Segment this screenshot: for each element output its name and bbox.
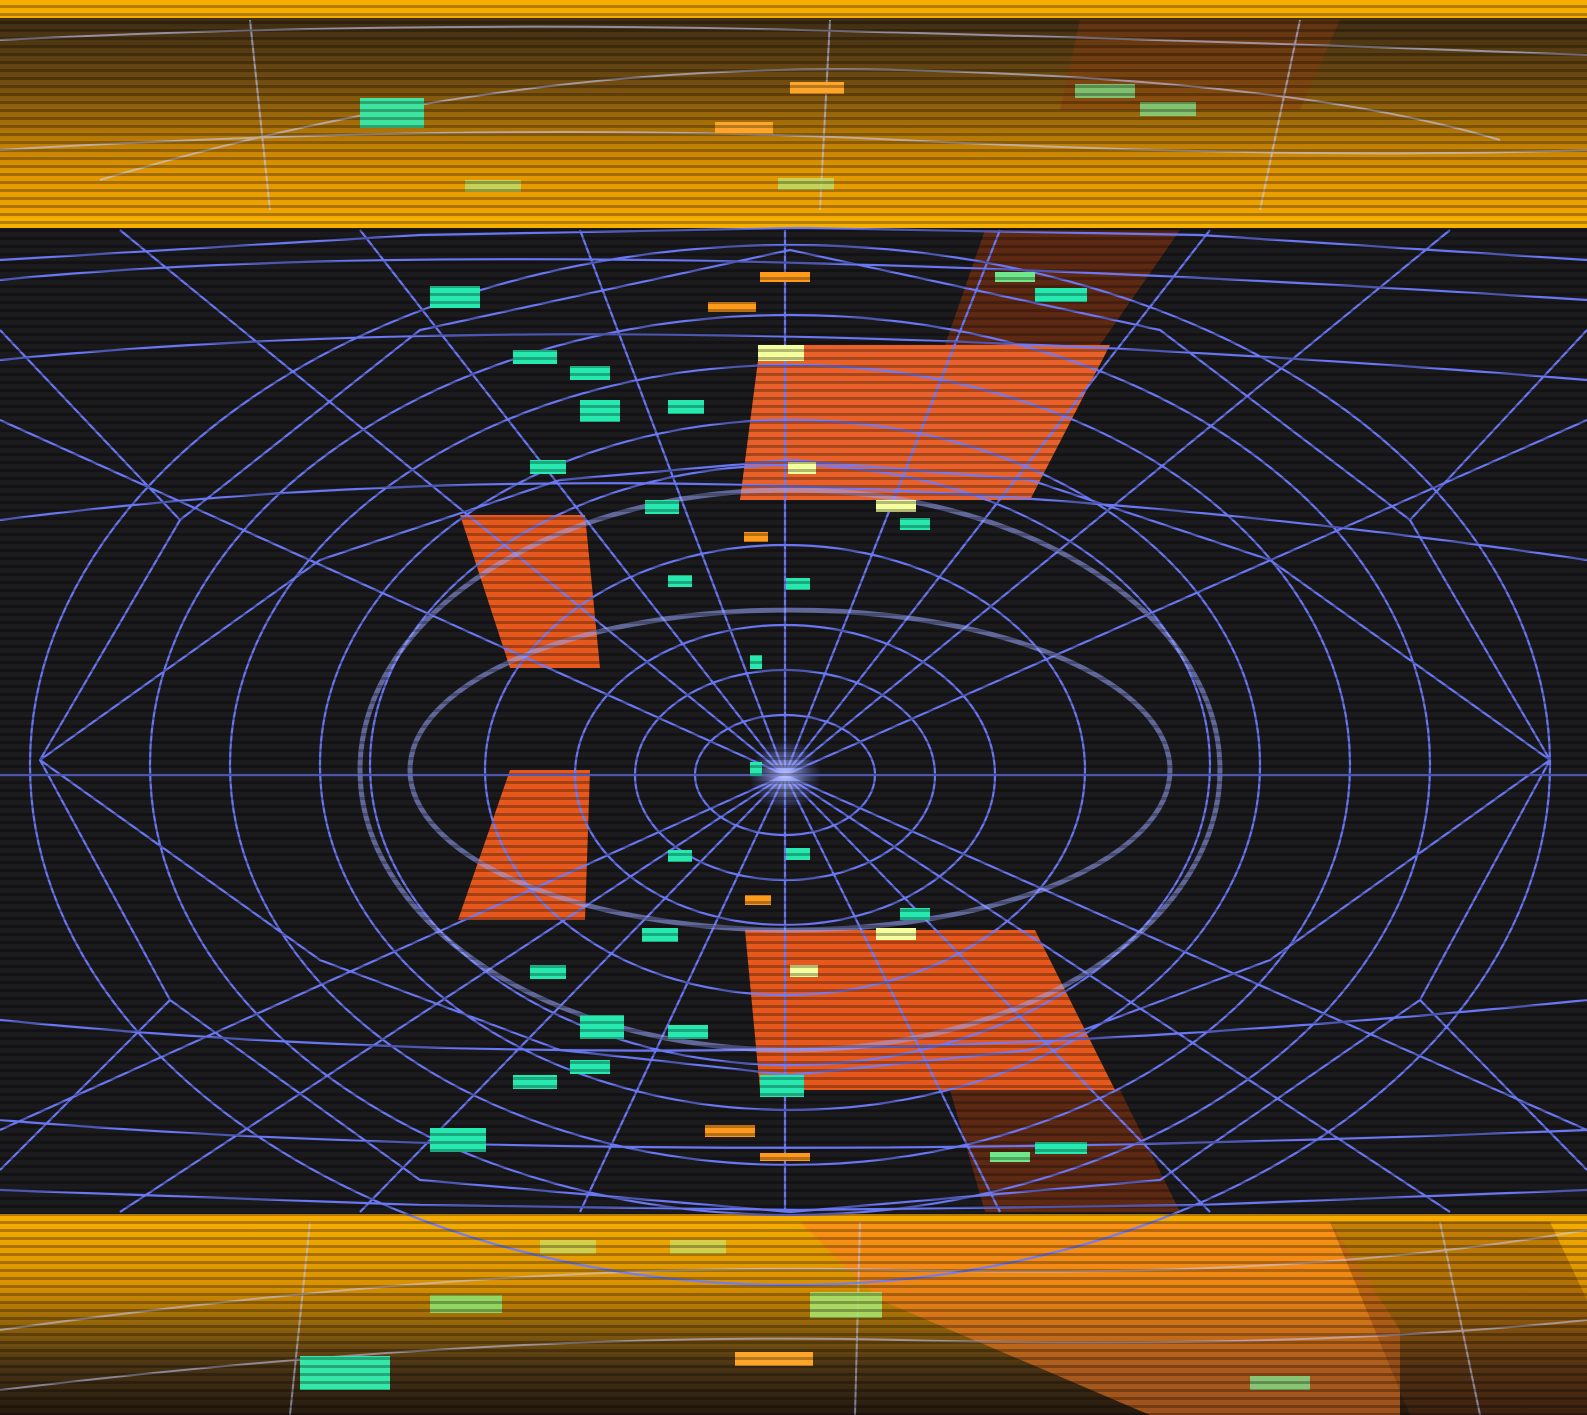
scanline-overlay [0,0,1587,1415]
event-display-image [0,0,1587,1415]
